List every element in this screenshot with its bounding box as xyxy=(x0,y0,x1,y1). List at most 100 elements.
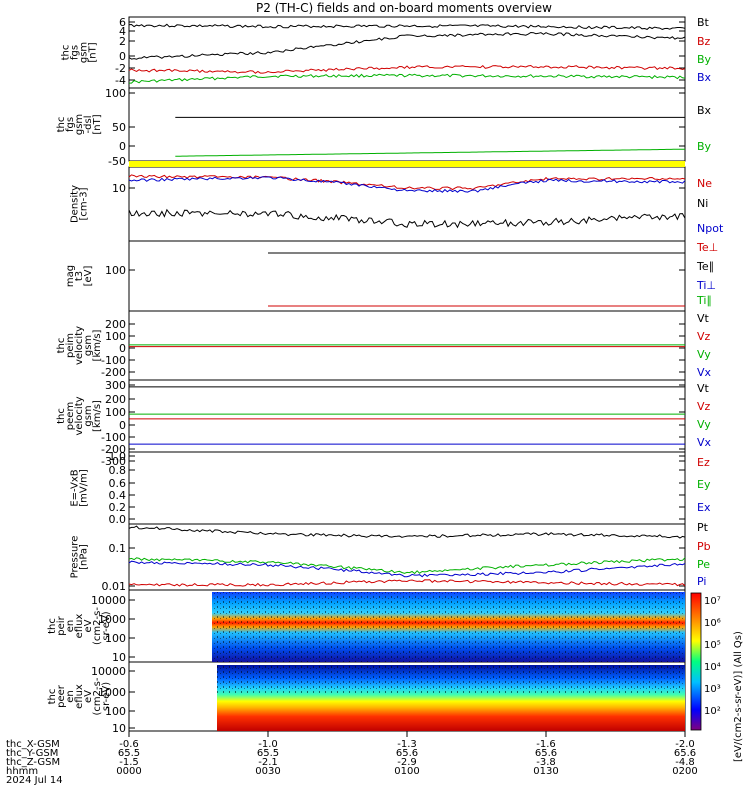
y-tick-label: 50 xyxy=(112,121,126,134)
legend-entry: Ne xyxy=(697,177,712,190)
panel-frame xyxy=(128,166,686,242)
colorbar-label: [eV/(cm2-s-sr-eV)] (All Qs) xyxy=(733,631,744,762)
y-tick-label: 200 xyxy=(105,393,126,406)
footer-value: -1.6 xyxy=(536,739,556,750)
panel-frame xyxy=(128,451,686,525)
footer-value: 65.6 xyxy=(674,748,696,759)
footer-value: 65.6 xyxy=(535,748,557,759)
footer-value: -1.5 xyxy=(119,757,139,768)
y-axis-label: [km/s] xyxy=(92,329,103,361)
legend-entry: Pe xyxy=(697,558,710,571)
legend-entry: Npot xyxy=(697,222,724,235)
y-tick-label: 4 xyxy=(119,25,126,38)
legend-entry: Vt xyxy=(697,382,710,395)
y-tick-label: 100 xyxy=(105,406,126,419)
legend-entry: Vx xyxy=(697,436,712,449)
colorbar: 10⁷ 10⁶ 10⁵ 10⁴ 10³ 10² [eV/(cm2-s-sr-eV)] (A… xyxy=(690,592,744,762)
panels-group: 6420-2-4thcfgsgsm[nT]BtBzByBx100500-50th… xyxy=(47,16,724,735)
legend-entry: Ey xyxy=(697,478,711,491)
legend-entry: Ez xyxy=(697,456,710,469)
y-axis-label: -dsl xyxy=(83,116,94,134)
y-tick-label: -4 xyxy=(115,74,126,87)
legend-entry: Vx xyxy=(697,366,712,379)
y-tick-label: 100 xyxy=(105,87,126,100)
y-axis-label: fgs xyxy=(70,45,81,60)
panel-7: 1.00.80.60.40.20.0 E=-VxB[mV/m] Ez Ey Ex xyxy=(70,450,711,526)
panel-3: 10 Density[cm-3] Ne Ni Npot xyxy=(70,166,724,242)
y-tick-label: 100 xyxy=(105,264,126,277)
y-tick-label: -100 xyxy=(101,431,126,444)
legend-entry: Ni xyxy=(697,197,708,210)
y-tick-label: -2 xyxy=(115,62,126,75)
y-tick-label: -200 xyxy=(101,366,126,379)
legend-entry: Bt xyxy=(697,16,710,29)
y-axis-label: velocity xyxy=(74,326,85,365)
y-axis-label: mag xyxy=(65,265,76,287)
series-line-Ni xyxy=(128,208,686,229)
y-axis-label: thc xyxy=(61,45,72,61)
y-axis-label: fgs xyxy=(65,117,76,132)
series-line-By xyxy=(175,148,685,157)
y-axis-label: (cm2-s- xyxy=(92,607,103,645)
y-axis-label: E=-VxB xyxy=(70,469,81,506)
footer-value: 0030 xyxy=(255,766,280,777)
figure-title: P2 (TH-C) fields and on-board moments ov… xyxy=(256,1,552,15)
footer-value: -3.8 xyxy=(536,757,556,768)
legend-entry: By xyxy=(697,140,712,153)
series-line-Pe xyxy=(128,557,686,575)
series-line-By xyxy=(129,73,686,84)
y-axis-label: sr-eV) xyxy=(101,682,112,711)
legend-entry: Ex xyxy=(697,501,711,514)
panel-frame xyxy=(128,240,686,312)
y-axis-label: eV xyxy=(83,690,94,703)
y-tick-label: 10 xyxy=(112,651,126,664)
y-tick-label: 0.8 xyxy=(109,464,127,477)
legend-entry: Pb xyxy=(697,540,711,553)
colorbar-tick-label: 10⁵ xyxy=(704,640,721,651)
legend-entry: Bx xyxy=(697,71,712,84)
y-tick-label: 10 xyxy=(112,182,126,195)
y-axis-label: gsm xyxy=(83,405,94,426)
series-line-Bt xyxy=(128,23,686,30)
y-axis-label: Pressure xyxy=(70,536,81,579)
footer-value: 0200 xyxy=(672,766,697,777)
legend-entry: Vz xyxy=(697,330,711,343)
y-axis-label: thc xyxy=(56,338,67,354)
y-axis-label: peer xyxy=(56,684,67,708)
y-tick-label: 0.4 xyxy=(109,489,127,502)
footer-value: -1.0 xyxy=(258,739,278,750)
y-axis-label: Density xyxy=(70,185,81,223)
footer-value: -2.0 xyxy=(675,739,695,750)
footer-row-label: thc_Z-GSM xyxy=(6,757,60,768)
y-tick-label: 0.2 xyxy=(109,501,127,514)
y-axis-label: gsm xyxy=(83,335,94,356)
y-tick-label: 2 xyxy=(119,35,126,48)
y-tick-label: -300 xyxy=(101,455,126,468)
y-axis-label: thc xyxy=(56,408,67,424)
series-line-Pi xyxy=(128,560,686,578)
footer-value: 65.5 xyxy=(257,748,279,759)
colorbar-tick-label: 10⁶ xyxy=(704,618,721,629)
y-tick-label: 100 xyxy=(105,632,126,645)
legend-entry: Ti∥ xyxy=(696,294,712,307)
y-tick-label: 200 xyxy=(105,318,126,331)
footer-row-label: 2024 Jul 14 xyxy=(6,775,63,786)
y-axis-label: eflux xyxy=(74,684,85,709)
colorbar-tick-label: 10⁷ xyxy=(704,596,721,607)
y-axis-label: en xyxy=(65,620,76,633)
yellow-flag-bar xyxy=(129,161,685,167)
legend-entry: Vt xyxy=(697,312,710,325)
y-axis-label: velocity xyxy=(74,396,85,435)
y-tick-label: 100 xyxy=(105,705,126,718)
footer-value: 0000 xyxy=(116,766,141,777)
series-line-Npot xyxy=(128,176,686,193)
panel-frame xyxy=(128,379,686,453)
y-axis-label: thc xyxy=(47,618,58,634)
series-line-Pt xyxy=(128,525,686,539)
footer-value: -2.1 xyxy=(258,757,278,768)
footer-value: 0100 xyxy=(394,766,419,777)
y-axis-label: gsm xyxy=(74,114,85,135)
series-line-Ne xyxy=(128,174,686,191)
